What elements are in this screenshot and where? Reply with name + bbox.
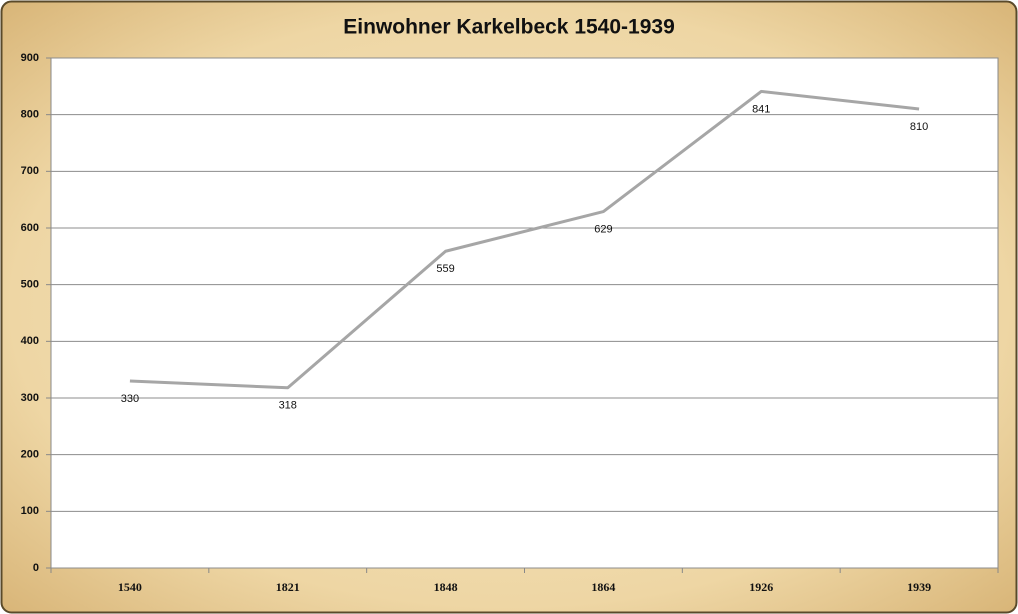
y-tick-label: 200 [21, 449, 39, 461]
x-tick-label: 1821 [276, 580, 300, 594]
y-tick-label: 0 [33, 562, 39, 574]
x-tick-label: 1939 [907, 580, 931, 594]
x-tick-label: 1540 [118, 580, 142, 594]
y-tick-label: 500 [21, 279, 39, 291]
y-tick-label: 100 [21, 505, 39, 517]
y-tick-label: 300 [21, 392, 39, 404]
y-tick-label: 600 [21, 222, 39, 234]
plot-area [50, 57, 999, 569]
x-tick-label: 1848 [434, 580, 458, 594]
data-label: 810 [910, 121, 928, 133]
data-label: 841 [752, 103, 770, 115]
x-tick-label: 1864 [591, 580, 615, 594]
x-tick-label: 1926 [749, 580, 773, 594]
y-tick-label: 900 [21, 52, 39, 64]
data-label: 559 [436, 263, 454, 275]
y-tick-label: 700 [21, 165, 39, 177]
y-tick-label: 800 [21, 109, 39, 121]
y-tick-label: 400 [21, 335, 39, 347]
data-label: 330 [121, 393, 139, 405]
data-label: 629 [594, 223, 612, 235]
data-line [129, 89, 920, 390]
data-label: 318 [279, 400, 297, 412]
chart-title: Einwohner Karkelbeck 1540-1939 [343, 16, 675, 39]
